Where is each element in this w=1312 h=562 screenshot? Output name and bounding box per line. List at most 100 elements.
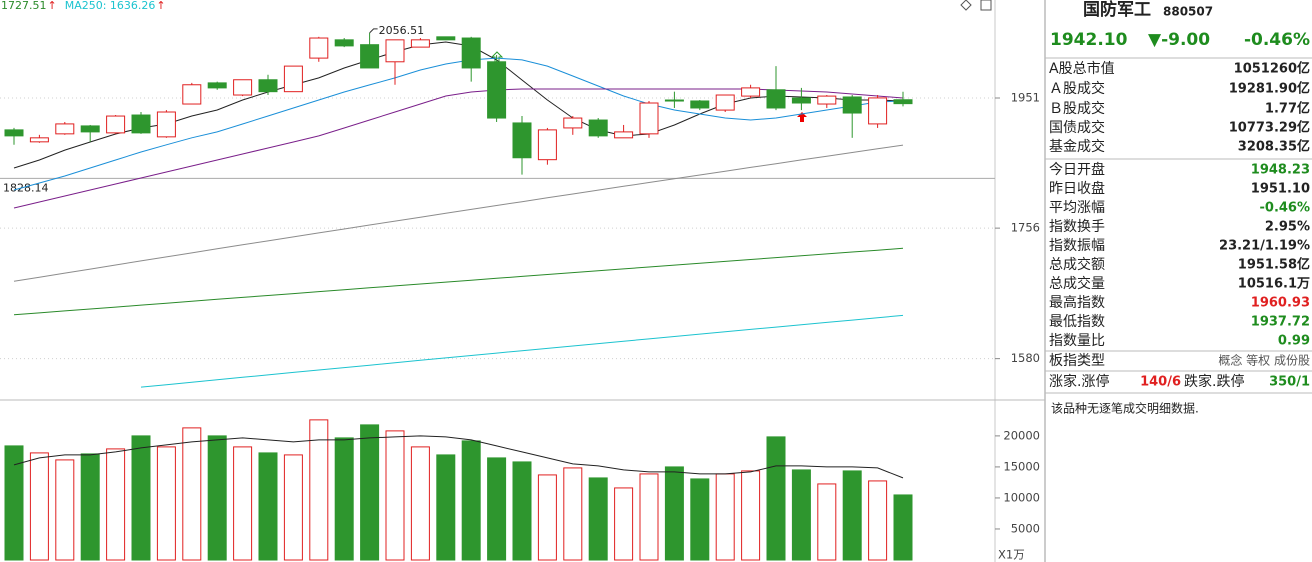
panel-label: Ｂ股成交: [1049, 100, 1105, 117]
volume-bar: [106, 448, 126, 561]
candle-body: [410, 39, 430, 48]
volume-bar: [563, 467, 583, 561]
ma-line: [13, 57, 904, 191]
icon-diamond[interactable]: [960, 0, 972, 11]
candle-body: [715, 94, 735, 111]
candle-body: [131, 114, 151, 134]
panel-value: 1051260亿: [1234, 61, 1310, 77]
panel-value: 350/1: [1269, 375, 1310, 390]
candle-body: [512, 122, 532, 159]
candle-body: [487, 61, 507, 119]
legend-text: 1727.51: [1, 0, 47, 12]
panel-code: 880507: [1163, 5, 1213, 19]
volume-bar: [664, 466, 684, 561]
candle-body: [537, 129, 557, 161]
panel-value: 3208.35亿: [1238, 139, 1310, 155]
panel-value: 1960.93: [1251, 296, 1310, 311]
panel-change-pct: -0.46%: [1244, 30, 1310, 50]
volume-bar: [817, 483, 837, 561]
candle-body: [817, 95, 837, 105]
candle-body: [29, 137, 49, 143]
volume-bar: [4, 445, 24, 561]
ma-line: [140, 314, 904, 388]
volume-bar: [80, 453, 100, 561]
candle-body: [842, 96, 862, 114]
candle-body: [563, 117, 583, 129]
panel-value: 概念 等权 成份股: [1218, 353, 1310, 368]
candle-body: [766, 89, 786, 109]
candle-body: [360, 44, 380, 69]
panel-label: 总成交额: [1049, 256, 1105, 273]
panel-value: 10773.29亿: [1229, 120, 1310, 136]
high-pointer: [369, 28, 378, 34]
volume-bar: [614, 487, 634, 561]
candle-body: [436, 36, 456, 41]
panel-label: A股总市值: [1049, 60, 1115, 77]
panel-value: 140/6: [1140, 375, 1181, 390]
volume-bar: [309, 419, 329, 561]
panel-value: 1948.23: [1251, 163, 1310, 178]
unit-label: X1万: [998, 548, 1025, 562]
candle-body: [741, 87, 761, 97]
volume-ma-line: [13, 435, 904, 479]
ma-line: [13, 144, 904, 282]
candle-body: [664, 99, 684, 102]
ma-line: [13, 247, 904, 316]
candle-body: [588, 119, 608, 137]
candle-body: [4, 129, 24, 137]
volume-bar: [766, 436, 786, 561]
panel-value: 1951.10: [1251, 182, 1310, 197]
volume-bar: [385, 430, 405, 561]
y-tick-label: 10000: [1003, 490, 1040, 504]
panel-value: 19281.90亿: [1229, 81, 1310, 97]
panel-value: 2.95%: [1265, 220, 1310, 235]
panel-label: Ａ股成交: [1049, 80, 1105, 97]
volume-bar: [156, 446, 176, 561]
volume-bar: [258, 452, 278, 561]
panel-value: 1951.58亿: [1238, 257, 1310, 273]
panel-label: 最高指数: [1049, 294, 1105, 311]
volume-bar: [588, 477, 608, 561]
volume-bar: [360, 424, 380, 561]
panel-value: 0.99: [1278, 334, 1310, 349]
panel-name: 国防军工: [1083, 0, 1151, 20]
panel-label: 国债成交: [1049, 119, 1105, 136]
candle-body: [690, 100, 710, 109]
y-tick-label: 15000: [1003, 459, 1040, 473]
volume-bar: [639, 473, 659, 561]
panel-label: 今日开盘: [1049, 161, 1105, 178]
candle-body: [385, 39, 405, 63]
panel-label: 指数量比: [1049, 333, 1105, 349]
candle-body: [309, 37, 329, 59]
panel-value: 10516.1万: [1238, 277, 1310, 292]
volume-bar: [690, 478, 710, 561]
volume-bar: [512, 461, 532, 561]
icon-box[interactable]: [980, 0, 992, 11]
volume-bar: [868, 480, 888, 561]
volume-bar: [487, 457, 507, 561]
candle-body: [639, 102, 659, 135]
candle-body: [258, 79, 278, 93]
volume-bar: [283, 454, 303, 561]
candle-body: [614, 131, 634, 139]
panel-label: 总成交量: [1049, 275, 1105, 292]
candle-body: [55, 123, 75, 135]
panel-value: 23.21/1.19%: [1219, 239, 1310, 254]
panel-label: 涨家.涨停: [1049, 373, 1109, 390]
legend-text: MA250: 1636.26: [65, 0, 156, 12]
volume-bar: [436, 454, 456, 561]
candle-body: [156, 111, 176, 138]
candle-body: [207, 82, 227, 89]
panel-label: 平均涨幅: [1049, 200, 1105, 216]
candle-body: [182, 84, 202, 105]
volume-bar: [207, 435, 227, 561]
y-tick-label: 1756: [1011, 221, 1040, 235]
high-label: 2056.51: [379, 24, 425, 37]
panel-label: 板指类型: [1049, 353, 1105, 369]
legend-arrow: ↑: [156, 0, 165, 12]
volume-bar: [182, 427, 202, 561]
panel-label: 跌家.跌停: [1184, 373, 1244, 390]
candle-body: [868, 97, 888, 125]
volume-bar: [131, 435, 151, 561]
